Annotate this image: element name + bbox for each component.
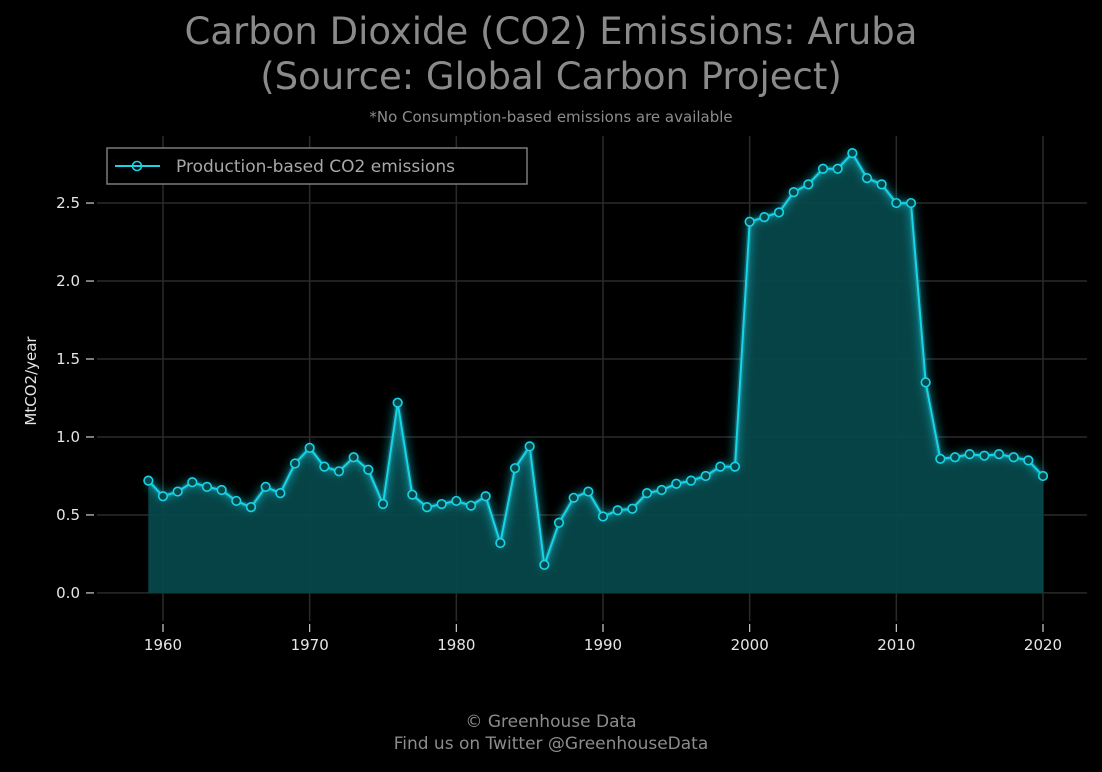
data-point — [245, 502, 257, 513]
x-tick-label: 2020 — [1024, 636, 1062, 654]
legend-box — [106, 147, 528, 185]
y-tick-label: 0.5 — [56, 506, 80, 524]
data-point — [685, 475, 697, 486]
data-point — [979, 450, 990, 461]
chart-subtitle: *No Consumption-based emissions are avai… — [369, 108, 733, 126]
data-point — [216, 484, 227, 496]
data-point — [436, 498, 447, 510]
data-point — [964, 449, 975, 460]
data-point — [187, 477, 198, 488]
data-point — [260, 481, 271, 492]
data-point — [905, 197, 917, 209]
data-point — [392, 397, 403, 408]
data-point — [157, 491, 169, 502]
data-point — [348, 452, 359, 463]
footer-copyright: © Greenhouse Data — [465, 712, 637, 732]
y-axis-label: MtCO2/year — [22, 336, 40, 426]
data-point — [715, 461, 726, 472]
data-point — [832, 163, 843, 174]
data-point — [847, 148, 858, 159]
data-point — [289, 458, 301, 469]
x-tick-label: 1970 — [291, 636, 329, 654]
data-point — [143, 475, 154, 486]
data-point — [1008, 452, 1019, 463]
data-point — [363, 464, 374, 475]
data-point — [671, 478, 682, 489]
data-point — [407, 489, 418, 500]
data-point — [861, 173, 873, 184]
data-point — [201, 481, 213, 492]
series-points — [143, 148, 1049, 570]
data-point — [539, 559, 550, 570]
data-point — [583, 486, 594, 497]
data-point — [656, 484, 667, 496]
data-point — [627, 503, 638, 514]
data-point — [759, 211, 770, 223]
axes — [86, 202, 1044, 632]
tick-labels: 0.0 0.5 1.0 1.5 2.0 2.5 1960 1970 1980 1990 2000 20… — [56, 194, 1062, 654]
data-point — [744, 216, 755, 227]
data-point — [597, 511, 609, 522]
data-point — [421, 502, 433, 513]
data-point — [1023, 455, 1034, 466]
chart-title-line2: (Source: Global Carbon Project) — [260, 55, 842, 98]
data-point — [1037, 470, 1049, 482]
data-point — [876, 179, 887, 190]
legend-marker-swatch — [131, 160, 143, 172]
data-point — [700, 470, 711, 482]
x-tick-label: 1990 — [584, 636, 622, 654]
x-tick-label: 1980 — [437, 636, 475, 654]
data-point — [993, 449, 1005, 460]
data-point — [451, 495, 462, 507]
data-point — [480, 491, 491, 502]
y-tick-label: 2.5 — [56, 194, 80, 212]
data-point — [333, 466, 345, 477]
data-point — [524, 441, 535, 452]
data-point — [377, 498, 389, 510]
y-tick-label: 2.0 — [56, 272, 80, 290]
data-point — [773, 207, 785, 218]
data-point — [788, 187, 799, 198]
data-point — [568, 492, 579, 503]
data-point — [553, 517, 565, 528]
legend: Production-based CO2 emissions — [106, 147, 528, 185]
data-point — [275, 488, 286, 499]
data-point — [304, 442, 315, 453]
data-point — [231, 495, 242, 507]
data-point — [319, 461, 330, 472]
legend-series-label: Production-based CO2 emissions — [176, 157, 455, 177]
data-point — [495, 537, 506, 549]
x-tick-label: 2000 — [731, 636, 769, 654]
data-point — [641, 488, 653, 499]
data-point — [949, 452, 961, 463]
data-point — [891, 197, 902, 209]
footer-twitter: Find us on Twitter @GreenhouseData — [393, 734, 709, 754]
data-point — [465, 500, 477, 511]
chart-title-line1: Carbon Dioxide (CO2) Emissions: Aruba — [184, 10, 918, 53]
data-point — [612, 505, 623, 516]
y-tick-label: 0.0 — [56, 584, 80, 602]
data-point — [509, 463, 521, 474]
x-tick-label: 2010 — [877, 636, 915, 654]
data-point — [172, 486, 183, 497]
data-point — [803, 179, 814, 190]
data-point — [729, 461, 741, 472]
x-tick-label: 1960 — [144, 636, 182, 654]
y-tick-label: 1.0 — [56, 428, 80, 446]
data-point — [920, 377, 931, 388]
data-point — [817, 163, 829, 174]
y-tick-label: 1.5 — [56, 350, 80, 368]
series-area — [145, 148, 1047, 593]
data-point — [935, 453, 946, 464]
